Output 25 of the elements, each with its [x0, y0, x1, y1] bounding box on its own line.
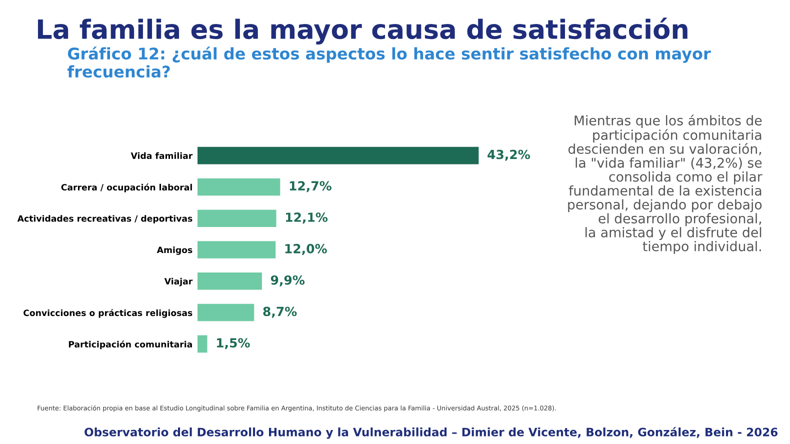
- data-label: 43,2%: [488, 150, 530, 161]
- data-label: 9,9%: [270, 275, 305, 286]
- data-label: 12,0%: [285, 244, 327, 255]
- data-label: 8,7%: [263, 306, 297, 318]
- y-tick-label: Actividades recreativas / deportivas: [17, 215, 192, 224]
- text: Mientras que los ámbitos de participación comunitaria descienden en su valoración, la "vida familiar" (43,2%) se consolida como el pilar fundamental de la existencia personal, dejando por debajo el desarrollo profesional, la amistad y el disfrute del tiempo individual.: [568, 114, 762, 254]
- data-label: 12,1%: [286, 212, 328, 224]
- y-tick-label: Carrera / ocupación laboral: [61, 184, 192, 192]
- bar: [198, 241, 276, 258]
- y-tick-label: Participación comunitaria: [68, 340, 192, 350]
- bar: [198, 304, 254, 322]
- y-tick-label: Convicciones o prácticas religiosas: [24, 309, 192, 318]
- chart-title: La familia es la mayor causa de satisfacción: [38, 18, 688, 44]
- chart-subtitle: Gráfico 12: ¿cuál de estos aspectos lo hace sentir satisfecho con mayor frecuencia?: [67, 46, 711, 78]
- y-tick-label: Vida familiar: [130, 152, 193, 159]
- data-label: 1,5%: [217, 338, 250, 350]
- y-tick-label: Viajar: [164, 278, 193, 286]
- text: Observatorio del Desarrollo Humano y la Vulnerabilidad – Dimier de Vicente, Bolzon, González, Bein - 2026: [84, 427, 778, 439]
- y-tick-label: Amigos: [156, 246, 192, 255]
- bar: [198, 210, 276, 227]
- bar: [198, 146, 479, 164]
- data-label: 12,7%: [290, 181, 332, 192]
- bar: [198, 178, 280, 196]
- bar: [198, 272, 262, 290]
- bar: [198, 335, 208, 353]
